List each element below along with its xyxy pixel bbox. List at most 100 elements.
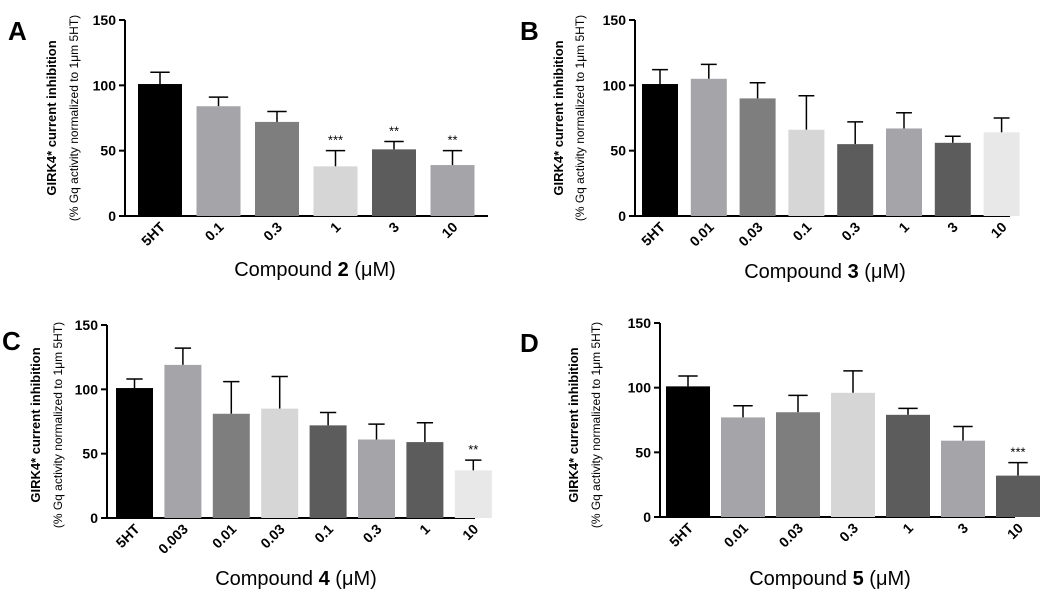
x-tick-label: 0.3 — [360, 521, 385, 546]
x-tick-label: 0.03 — [776, 520, 807, 551]
y-tick-label: 100 — [603, 77, 627, 93]
y-axis-subtitle: (% Gq activity normalized to 1μm 5HT) — [67, 15, 81, 221]
y-tick-label: 0 — [90, 510, 98, 526]
bar — [454, 470, 492, 518]
bar — [406, 442, 444, 518]
significance-label: ** — [389, 124, 399, 139]
y-axis-subtitle: (% Gq activity normalized to 1μm 5HT) — [573, 15, 587, 221]
bar — [788, 129, 825, 216]
y-tick-label: 150 — [603, 12, 627, 28]
x-tick-label: 0.1 — [789, 219, 814, 244]
x-axis-title: Compound 5 (μM) — [749, 568, 911, 590]
y-tick-label: 150 — [628, 315, 652, 331]
y-tick-label: 100 — [628, 380, 652, 396]
significance-label: ** — [447, 133, 457, 148]
chart-panel-b: B GIRK4* current inhibition (% Gq activity… — [520, 12, 1020, 283]
bar — [261, 408, 299, 518]
compound-number: 4 — [319, 568, 331, 590]
panel-letter: C — [2, 326, 21, 356]
x-tick-label: 10 — [459, 521, 481, 543]
y-tick-label: 150 — [93, 12, 117, 28]
compound-number: 2 — [338, 259, 349, 281]
x-tick-label: 0.01 — [686, 219, 717, 250]
y-axis-title: GIRK4* current inhibition — [44, 40, 59, 195]
bar — [996, 475, 1040, 517]
y-tick-label: 0 — [108, 208, 116, 224]
panel-letter: B — [520, 16, 539, 46]
chart-panel-c: C GIRK4* current inhibition (% Gq activity… — [2, 317, 492, 590]
bar — [941, 440, 985, 517]
bar — [313, 166, 358, 216]
x-tick-label: 0.1 — [202, 219, 227, 244]
bar — [138, 84, 182, 216]
x-axis-title-unit: (μM) — [864, 568, 911, 590]
x-axis-title-unit: (μM) — [330, 568, 377, 590]
x-tick-label: 10 — [987, 219, 1009, 241]
y-axis-title: GIRK4* current inhibition — [566, 347, 581, 502]
x-tick-label: 5HT — [638, 218, 668, 248]
x-axis-title: Compound 3 (μM) — [744, 261, 906, 283]
x-tick-label: 0.01 — [209, 521, 240, 552]
compound-number: 5 — [853, 568, 864, 590]
y-axis-subtitle: (% Gq activity normalized to 1μm 5HT) — [51, 322, 65, 528]
y-axis-title: GIRK4* current inhibition — [551, 40, 566, 195]
bar — [721, 417, 765, 517]
bar — [934, 142, 971, 216]
y-axis-title: GIRK4* current inhibition — [28, 347, 43, 502]
x-tick-label: 0.03 — [257, 521, 288, 552]
bar — [983, 132, 1020, 216]
x-tick-label: 1 — [327, 219, 344, 236]
significance-label: *** — [1010, 445, 1025, 460]
chart-panel-d: D GIRK4* current inhibition (% Gq activity… — [520, 315, 1040, 590]
compound-number: 3 — [848, 261, 859, 283]
x-axis-title-prefix: Compound — [749, 568, 852, 590]
bar — [430, 165, 475, 216]
x-tick-label: 1 — [899, 520, 916, 537]
x-tick-label: 10 — [1004, 520, 1026, 542]
bar — [831, 392, 875, 517]
y-tick-label: 100 — [75, 381, 99, 397]
bar — [196, 106, 241, 216]
x-tick-label: 3 — [944, 219, 961, 236]
x-tick-label: 1 — [416, 521, 433, 538]
bar — [642, 84, 678, 216]
x-tick-label: 10 — [438, 219, 460, 241]
chart-panel-a: A GIRK4* current inhibition (% Gq activity… — [8, 12, 488, 281]
panel-letter: A — [8, 16, 27, 46]
x-axis-title-unit: (μM) — [859, 261, 906, 283]
x-axis-title: Compound 2 (μM) — [234, 259, 396, 281]
x-tick-label: 5HT — [666, 519, 696, 549]
y-tick-label: 50 — [610, 143, 626, 159]
bar — [886, 128, 922, 216]
x-tick-label: 0.01 — [721, 520, 752, 551]
x-axis-title-prefix: Compound — [215, 568, 318, 590]
x-tick-label: 5HT — [138, 218, 168, 248]
x-tick-label: 0.03 — [735, 219, 766, 250]
bar — [358, 439, 395, 518]
bar — [309, 425, 347, 518]
bar — [690, 78, 727, 216]
x-tick-label: 0.3 — [836, 520, 861, 545]
significance-label: *** — [328, 133, 343, 148]
x-tick-label: 0.003 — [155, 521, 191, 557]
y-tick-label: 0 — [643, 509, 651, 525]
x-tick-label: 0.1 — [311, 521, 336, 546]
x-tick-label: 5HT — [113, 520, 143, 550]
bar — [164, 364, 202, 518]
y-tick-label: 50 — [635, 444, 651, 460]
bar — [776, 412, 820, 517]
y-tick-label: 150 — [75, 317, 99, 333]
significance-label: ** — [468, 442, 478, 457]
x-tick-label: 3 — [954, 520, 971, 537]
x-axis-title: Compound 4 (μM) — [215, 568, 377, 590]
bar — [255, 121, 299, 216]
bar — [666, 386, 710, 517]
x-tick-label: 3 — [385, 219, 402, 236]
y-tick-label: 0 — [618, 208, 626, 224]
x-tick-label: 0.3 — [838, 219, 863, 244]
panel-letter: D — [520, 328, 539, 358]
bar — [837, 144, 874, 216]
bar — [739, 98, 776, 216]
bar — [116, 388, 153, 518]
